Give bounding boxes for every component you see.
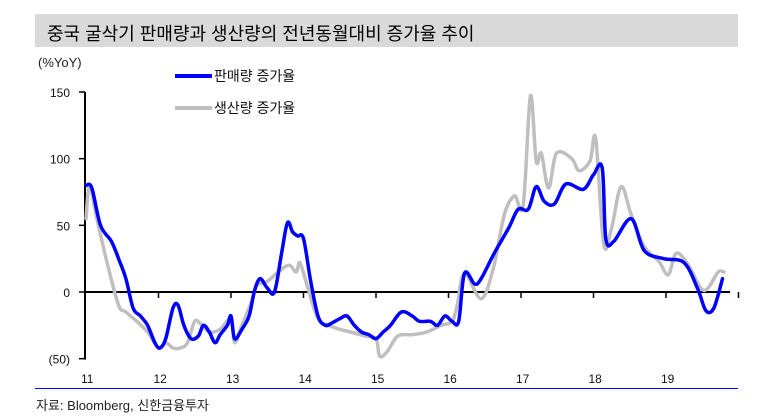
legend-production-label: 생산량 증가율 (214, 100, 295, 116)
x-tick-label: 13 (226, 372, 240, 386)
x-tick-label: 11 (81, 372, 94, 386)
x-tick-label: 15 (371, 372, 385, 386)
x-tick-label: 17 (516, 372, 530, 386)
x-tick-label: 16 (444, 372, 458, 386)
title-bar: 중국 굴삭기 판매량과 생산량의 전년동월대비 증가율 추이 (35, 14, 738, 47)
y-axis-label: (%YoY) (38, 55, 82, 70)
y-tick-label: 100 (50, 153, 70, 167)
x-tick-label: 19 (661, 372, 675, 386)
footer-divider (35, 388, 738, 389)
chart-title: 중국 굴삭기 판매량과 생산량의 전년동월대비 증가율 추이 (47, 24, 475, 44)
y-tick-label: (50) (49, 353, 70, 367)
production-growth-line (84, 94, 726, 359)
x-tick-label: 14 (299, 372, 313, 386)
y-tick-label: 0 (63, 286, 70, 300)
y-tick-label: 50 (57, 219, 71, 233)
x-tick-label: 18 (589, 372, 603, 386)
source-note: 자료: Bloomberg, 신한금융투자 (36, 398, 209, 413)
sales-growth-line (84, 162, 725, 350)
y-tick-label: 150 (50, 86, 70, 100)
legend-sales-label: 판매량 증가율 (214, 68, 295, 84)
x-tick-label: 12 (154, 372, 168, 386)
